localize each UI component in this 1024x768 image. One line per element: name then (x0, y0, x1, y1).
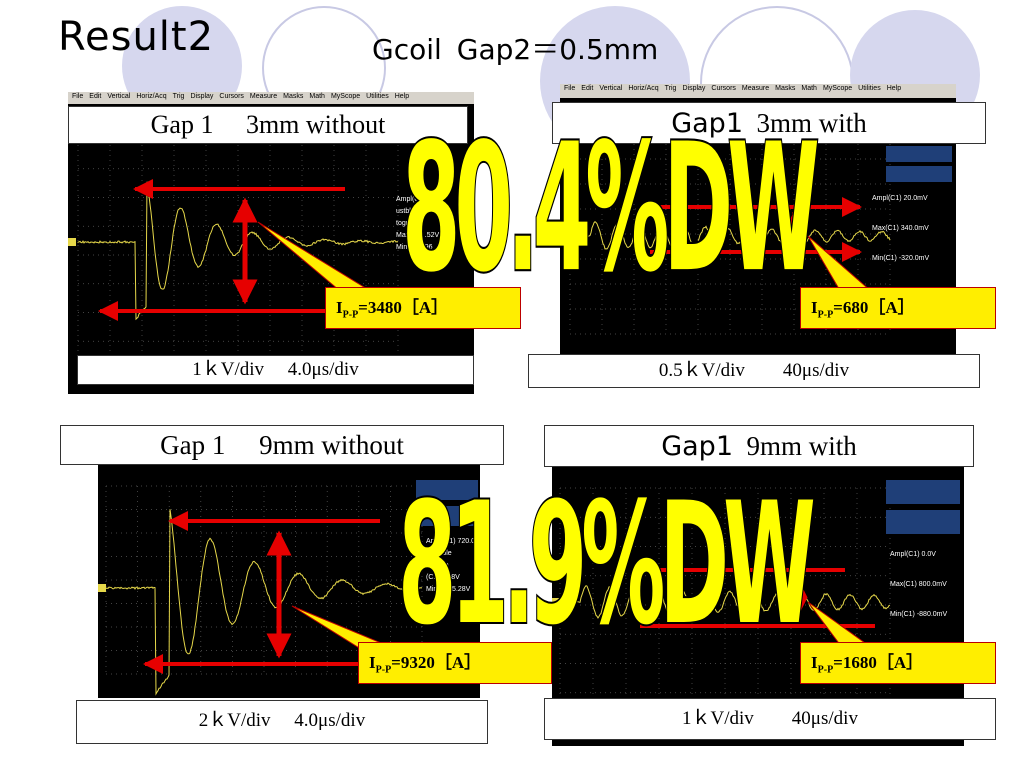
scope-menu-item[interactable]: Edit (581, 85, 593, 92)
panel-title-text: 9mm with (747, 431, 857, 461)
channel-marker (98, 584, 106, 592)
scope-menu-item[interactable]: Masks (775, 85, 795, 92)
scope-menu-item[interactable]: File (72, 93, 83, 100)
scope-menu-item[interactable]: Math (801, 85, 817, 92)
scope-menu-item[interactable]: Help (887, 85, 901, 92)
slide-subtitle: Gcoil Gap2＝0.5mm (372, 28, 658, 68)
scope-side-button-bottom-right-1[interactable] (886, 480, 960, 504)
scale-label-bottom-right: 1ｋV/div 40μs/div (544, 698, 996, 740)
scale-label-top-left: 1ｋV/div 4.0μs/div (77, 355, 474, 385)
ipp-subscript: P-P (343, 309, 359, 320)
measurement-line: Ampl(C1) 20.0mV (872, 184, 929, 214)
panel-title-bottom-left: Gap 1 9mm without (60, 425, 504, 465)
scope-menubar-top-right[interactable]: File Edit Vertical Horiz/Acq Trig Display Curs… (560, 84, 956, 98)
channel-marker (68, 238, 76, 246)
scope-menu-item[interactable]: Display (190, 93, 213, 100)
subtitle-gcoil: Gcoil (372, 33, 442, 66)
ipp-callout-bottom-right: IP-P=1680［A］ (800, 642, 996, 684)
scope-menu-item[interactable]: MyScope (823, 85, 852, 92)
reduction-percent-top: 80.4%DW (402, 120, 814, 296)
scale-text: 0.5ｋV/div 40μs/div (659, 360, 849, 381)
scope-menu-item[interactable]: File (564, 85, 575, 92)
measurement-line: Min(C1) -320.0mV (872, 244, 929, 274)
scope-menu-item[interactable]: Display (682, 85, 705, 92)
scope-menu-item[interactable]: Measure (742, 85, 769, 92)
reduction-percent-bottom: 81.9%DW (398, 480, 810, 648)
scope-side-button-bottom-right-2[interactable] (886, 510, 960, 534)
scope-menu-item[interactable]: Math (309, 93, 325, 100)
ipp-subscript: P-P (818, 309, 834, 320)
scope-menu-item[interactable]: Help (395, 93, 409, 100)
ipp-subscript: P-P (818, 664, 834, 675)
scope-side-button-top-right-1[interactable] (886, 146, 952, 162)
scale-text: 1ｋV/div 40μs/div (682, 708, 858, 729)
subtitle-gap2: Gap2＝0.5mm (457, 33, 659, 66)
scope-menu-item[interactable]: Masks (283, 93, 303, 100)
scale-text: 1ｋV/div 4.0μs/div (192, 359, 358, 380)
ipp-subscript: P-P (376, 664, 392, 675)
ipp-value: =680［A］ (833, 298, 914, 317)
panel-title-text: Gap 1 9mm without (160, 430, 404, 460)
scope-menu-item[interactable]: Measure (250, 93, 277, 100)
measurement-readout-bottom-right: Ampl(C1) 0.0V Max(C1) 800.0mV Min(C1) -880… (890, 540, 947, 630)
scope-menubar-top-left[interactable]: File Edit Vertical Horiz/Acq Trig Display Curs… (68, 92, 474, 104)
panel-title-text: Gap 1 3mm without (151, 110, 386, 139)
scope-menu-item[interactable]: MyScope (331, 93, 360, 100)
measurement-line: Ampl(C1) 0.0V (890, 540, 947, 570)
scope-menu-item[interactable]: Horiz/Acq (628, 85, 658, 92)
scope-menu-item[interactable]: Trig (665, 85, 677, 92)
scope-menu-item[interactable]: Horiz/Acq (136, 93, 166, 100)
panel-title-bottom-right: Gap1 9mm with (544, 425, 974, 467)
scope-menu-item[interactable]: Cursors (219, 93, 244, 100)
scale-label-bottom-left: 2ｋV/div 4.0μs/div (76, 700, 488, 744)
scope-menu-item[interactable]: Edit (89, 93, 101, 100)
measurement-line: Max(C1) 800.0mV (890, 570, 947, 600)
ipp-value: =1680［A］ (833, 653, 923, 672)
scale-label-top-right: 0.5ｋV/div 40μs/div (528, 354, 980, 388)
scale-text: 2ｋV/div 4.0μs/div (199, 710, 365, 731)
measurement-line: Max(C1) 340.0mV (872, 214, 929, 244)
ipp-callout-top-right: IP-P=680［A］ (800, 287, 996, 329)
scope-menu-item[interactable]: Vertical (599, 85, 622, 92)
panel-title-gap: Gap1 (661, 431, 733, 462)
slide-title: Result2 (58, 14, 214, 60)
measurement-readout-top-right: Ampl(C1) 20.0mV Max(C1) 340.0mV Min(C1) -3… (872, 184, 929, 274)
scope-side-button-top-right-2[interactable] (886, 166, 952, 182)
measurement-line: Min(C1) -880.0mV (890, 600, 947, 630)
scope-menu-item[interactable]: Trig (173, 93, 185, 100)
scope-menu-item[interactable]: Vertical (107, 93, 130, 100)
scope-menu-item[interactable]: Utilities (858, 85, 881, 92)
scope-menu-item[interactable]: Cursors (711, 85, 736, 92)
scope-menu-item[interactable]: Utilities (366, 93, 389, 100)
